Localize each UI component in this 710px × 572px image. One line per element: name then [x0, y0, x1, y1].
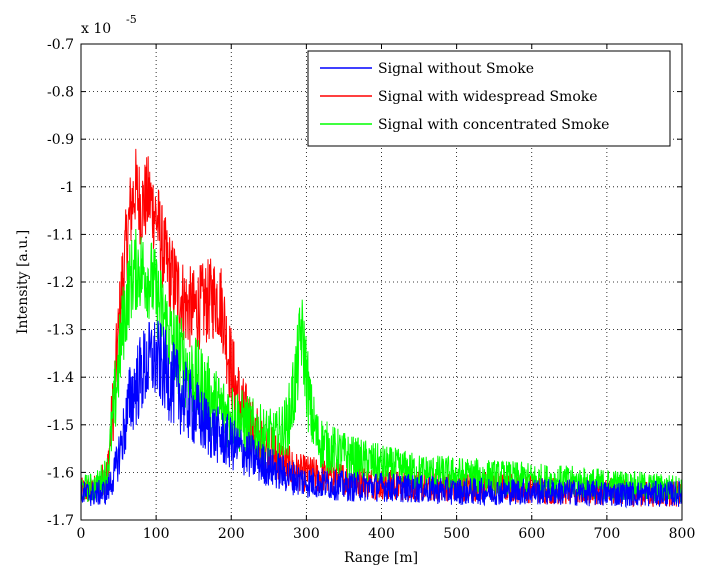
y-tick-label: -0.7 [47, 37, 74, 53]
axis-ticks [80, 43, 683, 521]
axis-tick-labels: 0 100 200 300 400 500 600 700 800 -1.7 -1.6 -1.5 -1.… [47, 37, 695, 542]
x-tick-label: 800 [669, 526, 696, 542]
x-axis-label: Range [m] [344, 550, 418, 566]
y-tick-label: -0.9 [47, 132, 74, 148]
x-tick-label: 700 [594, 526, 621, 542]
legend-box [307, 50, 671, 147]
y-axis-exponent-base: x 10 [81, 21, 111, 37]
y-tick-label: -1.2 [47, 275, 74, 291]
legend-label: Signal without Smoke [378, 61, 534, 77]
legend-label: Signal with concentrated Smoke [378, 117, 609, 133]
y-tick-label: -1.5 [47, 418, 74, 434]
x-tick-label: 400 [368, 526, 395, 542]
y-axis-exponent-power: -5 [126, 13, 137, 26]
series-line [80, 148, 683, 508]
legend-label: Signal with widespread Smoke [378, 89, 598, 105]
y-axis-label: Intensity [a.u.] [15, 230, 31, 334]
series-line [80, 320, 683, 509]
y-tick-label: -1.6 [47, 465, 74, 481]
y-tick-label: -1.7 [47, 513, 74, 529]
y-tick-label: -0.8 [47, 85, 74, 101]
x-tick-label: 200 [218, 526, 245, 542]
y-tick-label: -1.4 [47, 370, 74, 386]
x-tick-label: 600 [518, 526, 545, 542]
y-tick-label: -1.3 [47, 323, 74, 339]
y-tick-label: -1.1 [47, 227, 74, 243]
y-tick-label: -1 [60, 180, 74, 196]
x-tick-label: 0 [77, 526, 86, 542]
legend: Signal without Smoke Signal with widespre… [307, 50, 671, 147]
x-tick-label: 500 [443, 526, 470, 542]
series-line [80, 228, 683, 504]
x-tick-label: 300 [293, 526, 320, 542]
series-layer [80, 148, 683, 509]
y-axis-exponent: x 10 -5 [81, 13, 137, 37]
x-tick-label: 100 [143, 526, 170, 542]
